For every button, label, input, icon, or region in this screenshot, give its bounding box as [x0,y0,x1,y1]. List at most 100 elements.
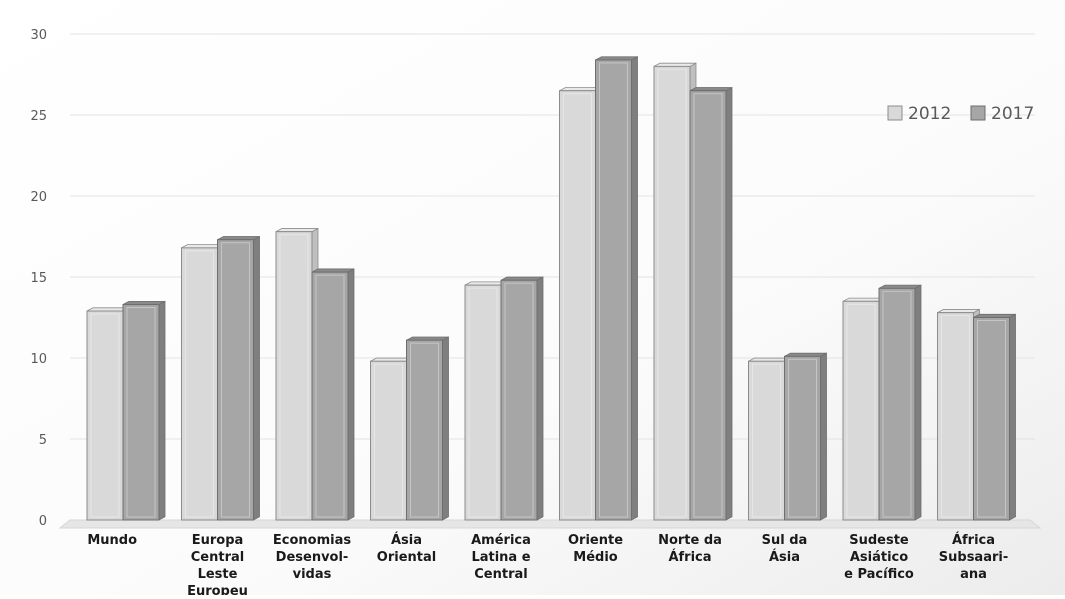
legend-swatch-2017 [970,105,986,121]
bar-highlight [846,303,876,518]
x-tick-label-line: Mundo [87,533,137,548]
x-tick-label-line: Sudeste [849,533,909,548]
bar-2017 [122,300,166,521]
bar-highlight [752,363,781,518]
bar-front [842,300,880,521]
bar-side [442,336,449,521]
bar-front [748,360,785,521]
y-axis: 0 5 10 15 20 25 30 [30,28,47,529]
legend-label-2012: 2012 [908,104,951,124]
bar-front [937,312,974,521]
bar-highlight [693,93,723,518]
legend-swatch-2012 [887,105,903,121]
bar-side [536,276,544,521]
x-tick-label-line: Europa [192,533,244,548]
x-tick-label-line: Subsaari- [939,550,1008,565]
x-tick-label-line: e Pacífico [844,567,914,582]
bar-highlight [657,68,687,518]
x-tick-label-line: Ásia [391,532,422,548]
bar-side [725,86,733,521]
x-tick-label-line: Sul da [762,533,808,548]
x-tick-label-line: Central [191,550,244,565]
x-tick-label-line: Leste [198,567,238,582]
bar-2017 [973,313,1016,521]
x-tick-label-line: ana [960,567,987,582]
y-tick-label: 5 [39,433,47,448]
x-tick-label: Oriente Médio [568,533,623,565]
bar-highlight [941,315,970,518]
x-tick-label-line: África [952,532,995,548]
bar-front [217,239,254,521]
x-tick-label-line: Norte da [658,533,722,548]
bar-highlight [126,307,156,518]
floor [58,519,1042,529]
bar-2017 [878,284,922,521]
bar-front [122,304,160,521]
x-tick-label-line: América [471,533,531,548]
bar-highlight [468,287,498,518]
x-tick-label-line: Ásia [769,549,800,565]
y-tick-label: 10 [30,352,47,367]
bar-side [158,300,166,521]
bar-highlight [788,358,817,518]
bar-front [406,339,443,521]
x-tick-label: Sudeste Asiático e Pacífico [844,533,914,582]
x-tick-label: Europa Central Leste Europeu [187,533,248,595]
bar-2017 [406,336,449,521]
bar-highlight [977,320,1006,518]
x-tick-label-line: Latina e [471,550,530,565]
bar-highlight [374,363,403,518]
bar-side [820,352,827,521]
bar-front [311,271,349,521]
bar-side [347,268,355,521]
x-tick-label-line: Europeu [187,584,248,595]
x-axis: Mundo Europa Central Leste Europeu Economias D… [87,532,1008,599]
x-tick-label-line: África [668,549,711,565]
y-tick-label: 25 [30,109,47,124]
legend: 2012 2017 [887,104,1034,124]
x-tick-label-line: Médio [573,550,618,565]
bar-front [275,231,313,521]
legend-label-2017: 2017 [991,104,1034,124]
bar-highlight [279,234,309,518]
bar-highlight [315,274,345,518]
bar-front [559,90,596,521]
bar-front [464,284,502,521]
bar-side [914,284,922,521]
gridlines [58,33,1042,529]
x-tick-label-line: Oriente [568,533,623,548]
bar-front [370,360,407,521]
bar-front [689,90,727,521]
x-tick-label: Sul da Ásia [762,533,808,565]
x-tick-label: África Subsaari-ana [939,532,1008,582]
x-tick-label-line: Oriental [377,550,436,565]
bars [86,56,1016,521]
bar-highlight [185,250,214,518]
bar-front [784,355,821,521]
x-tick-label-line: Central [474,567,527,582]
x-tick-label: Economias Desenvol-vidas [273,533,351,582]
bar-2017 [217,235,260,521]
bar-side [253,235,260,521]
bar-highlight [599,62,628,518]
y-tick-label: 30 [30,28,47,43]
bar-front [500,279,538,521]
bar-2017 [500,276,544,521]
bar-highlight [90,313,120,518]
bar-front [86,310,124,521]
bar-highlight [563,93,592,518]
x-tick-label: Norte da África [658,533,722,565]
bar-front [973,317,1010,521]
bar-front [878,287,916,521]
bar-side [631,56,638,521]
x-tick-label-line: Economias [273,533,351,548]
bar-highlight [504,282,534,518]
x-tick-label: Ásia Oriental [377,532,436,565]
bar-front [653,65,691,521]
x-tick-label: Mundo [87,533,137,548]
bar-front [595,59,632,521]
x-tick-label-line: vidas [293,567,332,582]
bar-2017 [595,56,638,521]
